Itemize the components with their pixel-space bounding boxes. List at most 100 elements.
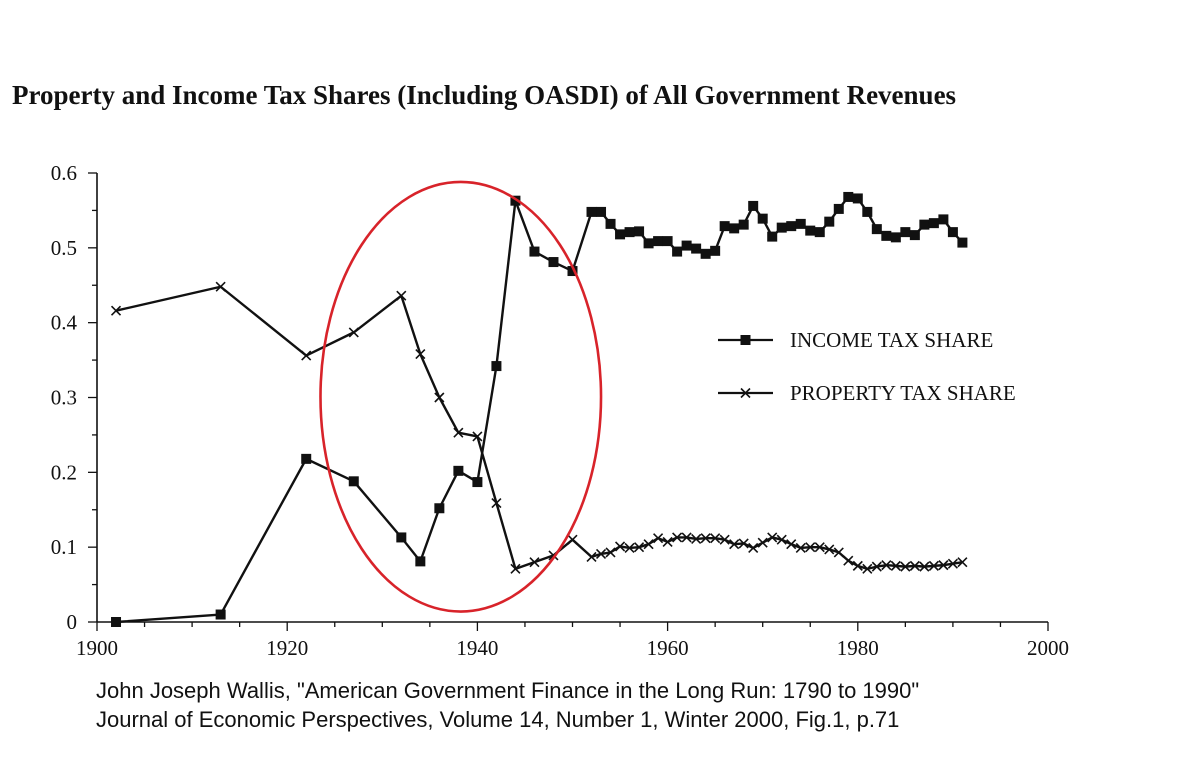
highlight-ellipse — [319, 180, 603, 613]
property-point — [614, 541, 626, 552]
property-point — [301, 350, 312, 361]
citation-line-1: John Joseph Wallis, "American Government… — [96, 678, 920, 703]
income-point — [767, 231, 778, 242]
legend-item-property: PROPERTY TAX SHARE — [718, 381, 1016, 405]
property-point-stroke — [833, 547, 844, 558]
income-point — [719, 221, 730, 232]
income-point — [833, 203, 844, 214]
legend-label: PROPERTY TAX SHARE — [790, 381, 1016, 405]
x-tick-label: 1980 — [837, 636, 879, 660]
x-tick-label: 1940 — [456, 636, 498, 660]
property-point-stroke — [215, 281, 226, 292]
property-point — [957, 557, 968, 568]
property-point-stroke — [824, 544, 835, 555]
income-point — [672, 246, 683, 257]
income-point — [805, 225, 816, 236]
property-point-stroke — [567, 534, 578, 545]
property-point — [871, 561, 882, 572]
property-point-stroke — [643, 539, 654, 550]
income-point — [605, 218, 616, 229]
property-point — [833, 547, 844, 558]
property-point-stroke — [510, 563, 521, 574]
property-point — [947, 558, 958, 569]
property-point-stroke — [843, 555, 854, 566]
property-tax-series — [110, 281, 968, 574]
property-point-stroke — [453, 427, 464, 438]
income-tax-series — [111, 191, 968, 627]
income-point — [909, 230, 920, 241]
property-point-stroke — [890, 560, 901, 571]
property-point-stroke — [434, 392, 445, 403]
property-point-stroke — [805, 542, 816, 553]
property-tax-line — [115, 285, 963, 571]
property-point — [434, 392, 445, 403]
property-point-stroke — [786, 539, 797, 550]
income-point — [947, 227, 958, 238]
property-point-stroke — [795, 542, 806, 553]
property-point-stroke — [957, 557, 968, 568]
property-point — [586, 551, 597, 562]
property-point — [767, 532, 778, 543]
income-point — [729, 223, 740, 234]
property-point — [710, 533, 721, 544]
source-citation: John Joseph Wallis, "American Government… — [96, 676, 919, 734]
income-point — [748, 200, 759, 211]
income-point — [396, 532, 407, 543]
income-point — [738, 219, 749, 230]
property-point-stroke — [653, 533, 664, 544]
y-tick-label: 0.4 — [51, 311, 78, 335]
property-point — [396, 290, 407, 301]
legend-item-income: INCOME TAX SHARE — [718, 328, 993, 352]
income-point — [548, 257, 559, 268]
property-point — [453, 427, 464, 438]
property-point-stroke — [909, 560, 920, 571]
property-point-stroke — [900, 561, 911, 572]
property-point-stroke — [862, 563, 873, 574]
property-point-stroke — [110, 305, 122, 316]
property-point — [729, 539, 740, 550]
y-tick-label: 0.2 — [51, 460, 77, 484]
property-point — [928, 560, 939, 571]
property-point — [691, 533, 702, 545]
income-point — [776, 222, 787, 233]
income-point — [890, 232, 901, 243]
property-point-stroke — [938, 560, 949, 571]
property-point-stroke — [614, 541, 626, 552]
property-point — [795, 542, 806, 553]
income-point — [567, 266, 578, 277]
chart-title: Property and Income Tax Shares (Includin… — [12, 80, 957, 110]
income-point — [643, 238, 654, 249]
property-point — [814, 542, 825, 553]
property-point-stroke — [586, 551, 597, 562]
property-point — [786, 539, 797, 550]
income-point — [472, 477, 483, 488]
property-point — [567, 534, 578, 545]
property-point-stroke — [662, 536, 673, 547]
citation-line-2: Journal of Economic Perspectives, Volume… — [96, 707, 900, 732]
income-point — [795, 218, 806, 229]
property-point — [510, 563, 521, 574]
income-point — [215, 609, 226, 620]
property-point — [738, 538, 749, 549]
property-point — [776, 534, 787, 545]
income-point — [301, 453, 312, 464]
x-tick-label: 1920 — [266, 636, 308, 660]
income-point — [586, 206, 597, 217]
income-point — [510, 195, 521, 206]
property-point — [662, 536, 673, 547]
property-point — [748, 542, 759, 553]
property-point-stroke — [691, 533, 702, 545]
property-point-stroke — [672, 532, 683, 543]
property-point-stroke — [757, 537, 768, 548]
property-point — [757, 537, 768, 548]
income-point — [871, 224, 882, 235]
property-point-stroke — [301, 350, 312, 361]
income-point — [653, 236, 664, 247]
property-point-stroke — [710, 533, 721, 544]
property-point-stroke — [814, 542, 825, 553]
income-point — [348, 476, 359, 487]
property-point — [681, 532, 692, 543]
property-point — [491, 497, 502, 509]
income-point — [957, 237, 968, 248]
y-tick-label: 0.6 — [51, 161, 77, 185]
